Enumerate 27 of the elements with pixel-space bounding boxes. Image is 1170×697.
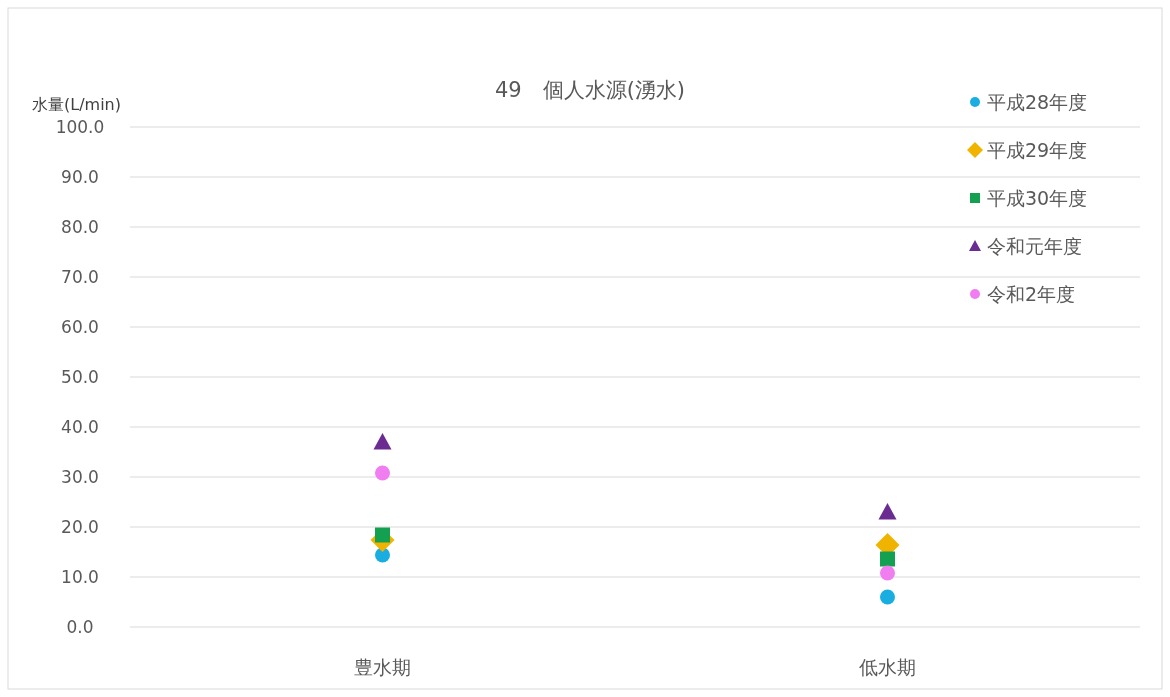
y-tick-label: 50.0: [61, 367, 99, 387]
y-tick-label: 0.0: [66, 617, 94, 637]
x-tick-label: 豊水期: [354, 656, 411, 678]
legend-label: 平成30年度: [987, 187, 1088, 209]
legend-label: 平成29年度: [987, 139, 1088, 161]
y-axis-title: 水量(L/min): [32, 95, 121, 114]
point: [878, 503, 897, 520]
y-tick-label: 60.0: [61, 317, 99, 337]
y-tick-label: 100.0: [55, 117, 105, 137]
legend-label: 令和元年度: [987, 235, 1082, 257]
x-tick-label: 低水期: [859, 656, 916, 678]
y-tick-label: 40.0: [61, 417, 99, 437]
y-tick-label: 80.0: [61, 217, 99, 237]
point: [880, 551, 895, 567]
y-tick-label: 10.0: [61, 567, 99, 587]
point: [880, 565, 895, 581]
y-tick-label: 70.0: [61, 267, 99, 287]
point: [880, 589, 895, 605]
point: [375, 527, 390, 543]
y-tick-label: 90.0: [61, 167, 99, 187]
chart-title: 49 個人水源(湧水): [494, 78, 686, 102]
y-tick-label: 20.0: [61, 517, 99, 537]
point: [373, 433, 392, 450]
point: [375, 465, 390, 481]
legend-label: 令和2年度: [987, 283, 1076, 305]
y-tick-label: 30.0: [61, 467, 99, 487]
legend-label: 平成28年度: [987, 91, 1088, 113]
